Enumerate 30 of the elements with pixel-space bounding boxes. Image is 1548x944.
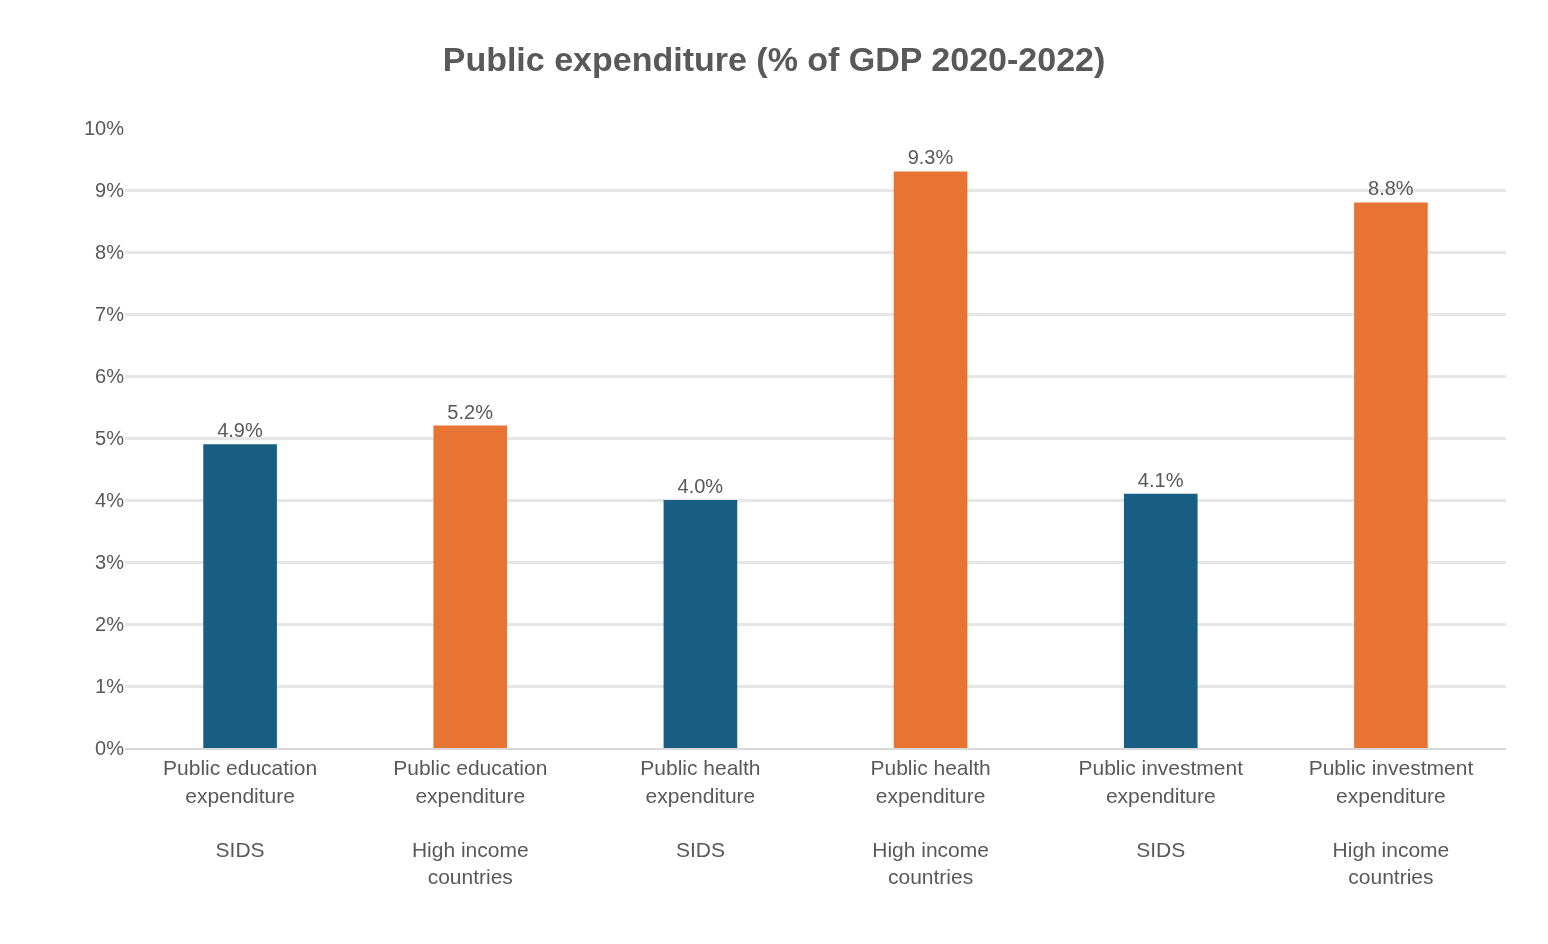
bar — [1123, 493, 1198, 748]
chart-title: Public expenditure (% of GDP 2020-2022) — [442, 40, 1106, 78]
y-tick-label: 5% — [95, 427, 125, 449]
data-label: 5.2% — [447, 400, 494, 423]
data-label: 4.9% — [217, 419, 263, 442]
bar — [433, 425, 508, 748]
category-label: Public health expenditure High income countries — [870, 756, 991, 889]
y-tick-label: 3% — [95, 551, 125, 573]
data-label: 4.0% — [677, 475, 724, 497]
y-tick-label: 2% — [95, 613, 125, 635]
y-tick-label: 7% — [95, 303, 125, 325]
y-tick-label: 8% — [95, 241, 125, 263]
y-tick-label: 6% — [95, 365, 125, 387]
category-label: Public investment expenditure High income countries — [1308, 756, 1474, 889]
category-label: Public investment expenditure SIDS — [1078, 756, 1244, 862]
y-tick-label: 1% — [95, 675, 125, 697]
data-label: 8.8% — [1368, 177, 1414, 200]
data-label: 4.1% — [1137, 468, 1184, 491]
category-label: Public education expenditure High income countries — [393, 756, 548, 889]
bar — [203, 444, 277, 748]
data-label: 9.3% — [907, 146, 954, 169]
y-tick-label: 0% — [95, 737, 125, 759]
category-label: Public education expenditure SIDS — [163, 756, 318, 862]
y-tick-label: 4% — [95, 489, 125, 511]
bar — [893, 171, 968, 748]
bar — [663, 500, 738, 748]
bar — [1354, 202, 1428, 748]
y-tick-label: 9% — [95, 179, 125, 201]
category-label: Public health expenditure SIDS — [640, 756, 761, 862]
y-tick-label: 10% — [83, 117, 125, 139]
